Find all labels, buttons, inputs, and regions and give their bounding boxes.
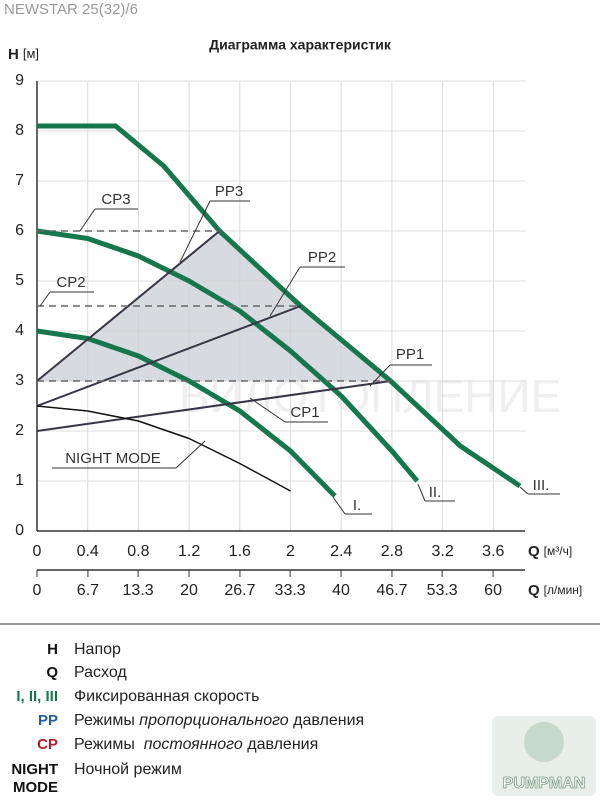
series-label: PP3: [215, 183, 243, 200]
label-leader: [369, 364, 391, 387]
legend-desc-part: давления: [243, 736, 318, 753]
series-label: PP1: [396, 346, 424, 363]
legend-key: MODE: [13, 779, 58, 796]
x-tick-label: 2.8: [381, 543, 403, 560]
x2-tick-label: 6.7: [77, 582, 99, 599]
x2-tick-label: 13.3: [123, 582, 154, 599]
x-label: Q [м³/ч]: [528, 543, 572, 560]
legend-desc-part: Напор: [74, 641, 121, 658]
legend-desc-part: Режимы: [74, 712, 139, 729]
label-leader: [39, 291, 51, 307]
legend-key: PP: [38, 712, 58, 729]
label-leader: [417, 483, 426, 502]
legend-desc-part: Фиксированная скорость: [74, 688, 259, 705]
label-leader: [269, 266, 301, 317]
x-tick-label: 0: [33, 543, 42, 560]
series-line: [36, 405, 291, 492]
label-leader: [332, 496, 346, 515]
series-label: I.: [353, 497, 361, 514]
x-tick-label: 1.2: [178, 543, 200, 560]
chart-title: Диаграмма характеристик: [209, 37, 392, 53]
legend-desc-part: Расход: [74, 664, 127, 681]
x2-unit: [л/мин]: [544, 583, 583, 597]
series-label: CP1: [290, 404, 319, 421]
y-label: H [м]: [8, 46, 39, 63]
series-label: III.: [533, 477, 550, 494]
legend-desc: Напор: [74, 641, 121, 658]
y-tick-label: 3: [15, 372, 24, 389]
logo-text: PUMPMAN: [503, 775, 586, 792]
legend-desc-part: Режимы: [74, 736, 144, 753]
x-tick-label: 0.8: [127, 543, 149, 560]
label-leader: [179, 200, 211, 263]
header: NEWSTAR 25(32)/6: [4, 1, 138, 18]
y-tick-label: 6: [15, 222, 24, 239]
y-tick-label: 9: [15, 72, 24, 89]
legend-key: CP: [37, 736, 58, 753]
series-line: [36, 230, 221, 382]
logo-figure: [524, 722, 564, 762]
legend-desc-part: Ночной режим: [74, 761, 182, 778]
label-leader: [175, 440, 206, 469]
series-label: NIGHT MODE: [65, 450, 161, 467]
series-line: [36, 228, 420, 483]
shaded-region: [37, 231, 391, 381]
legend-desc: Режимы постоянного давления: [74, 736, 318, 753]
y-unit: [м]: [23, 46, 39, 61]
x-tick-label: 2: [286, 543, 295, 560]
x-tick-label: 1.6: [229, 543, 251, 560]
y-tick-label: 1: [15, 472, 24, 489]
label-leader: [519, 486, 529, 495]
x-tick-label: 3.6: [482, 543, 504, 560]
series-label: II.: [429, 484, 442, 501]
x2-tick-label: 0: [33, 582, 42, 599]
legend-key: H: [47, 641, 58, 658]
y-tick-label: 4: [15, 322, 24, 339]
label-leader: [79, 208, 96, 232]
legend-key: I, II, III: [16, 688, 58, 705]
x2-tick-label: 20: [180, 582, 198, 599]
y-tick-label: 7: [15, 172, 24, 189]
x2-tick-label: 40: [332, 582, 350, 599]
x2-label: Q [л/мин]: [528, 582, 582, 599]
legend-desc-part: пропорционального: [139, 712, 289, 729]
x2-tick-label: 33.3: [275, 582, 306, 599]
legend-key: NIGHT: [11, 761, 58, 778]
logo: PUMPMAN: [492, 716, 596, 796]
series-label: CP3: [101, 191, 130, 208]
x-tick-label: 3.2: [431, 543, 453, 560]
legend-desc-part: постоянного: [144, 736, 243, 753]
x2-tick-label: 46.7: [376, 582, 407, 599]
legend-desc: Режимы пропорционального давления: [74, 712, 364, 729]
x-unit: [м³/ч]: [544, 544, 573, 558]
series-line: [37, 123, 522, 489]
legend-desc: Ночной режим: [74, 761, 182, 778]
y-symbol: H: [8, 46, 19, 63]
legend-desc-part: давления: [289, 712, 364, 729]
series-line: [36, 305, 302, 407]
y-tick-label: 5: [15, 272, 24, 289]
x2-tick-label: 26.7: [224, 582, 255, 599]
legend-desc: Фиксированная скорость: [74, 688, 259, 705]
series-label: CP2: [56, 274, 85, 291]
x2-tick-label: 53.3: [427, 582, 458, 599]
x2-symbol: Q: [528, 582, 540, 599]
series-line: [36, 380, 391, 432]
x-tick-label: 2.4: [330, 543, 352, 560]
y-tick-label: 0: [15, 522, 24, 539]
y-tick-label: 2: [15, 422, 24, 439]
legend-key: Q: [46, 664, 58, 681]
label-leader: [249, 397, 286, 423]
y-tick-label: 8: [15, 122, 24, 139]
x-tick-label: 0.4: [77, 543, 99, 560]
x2-tick-label: 60: [484, 582, 502, 599]
legend-desc: Расход: [74, 664, 127, 681]
series-label: PP2: [308, 249, 336, 266]
x-symbol: Q: [528, 543, 540, 560]
